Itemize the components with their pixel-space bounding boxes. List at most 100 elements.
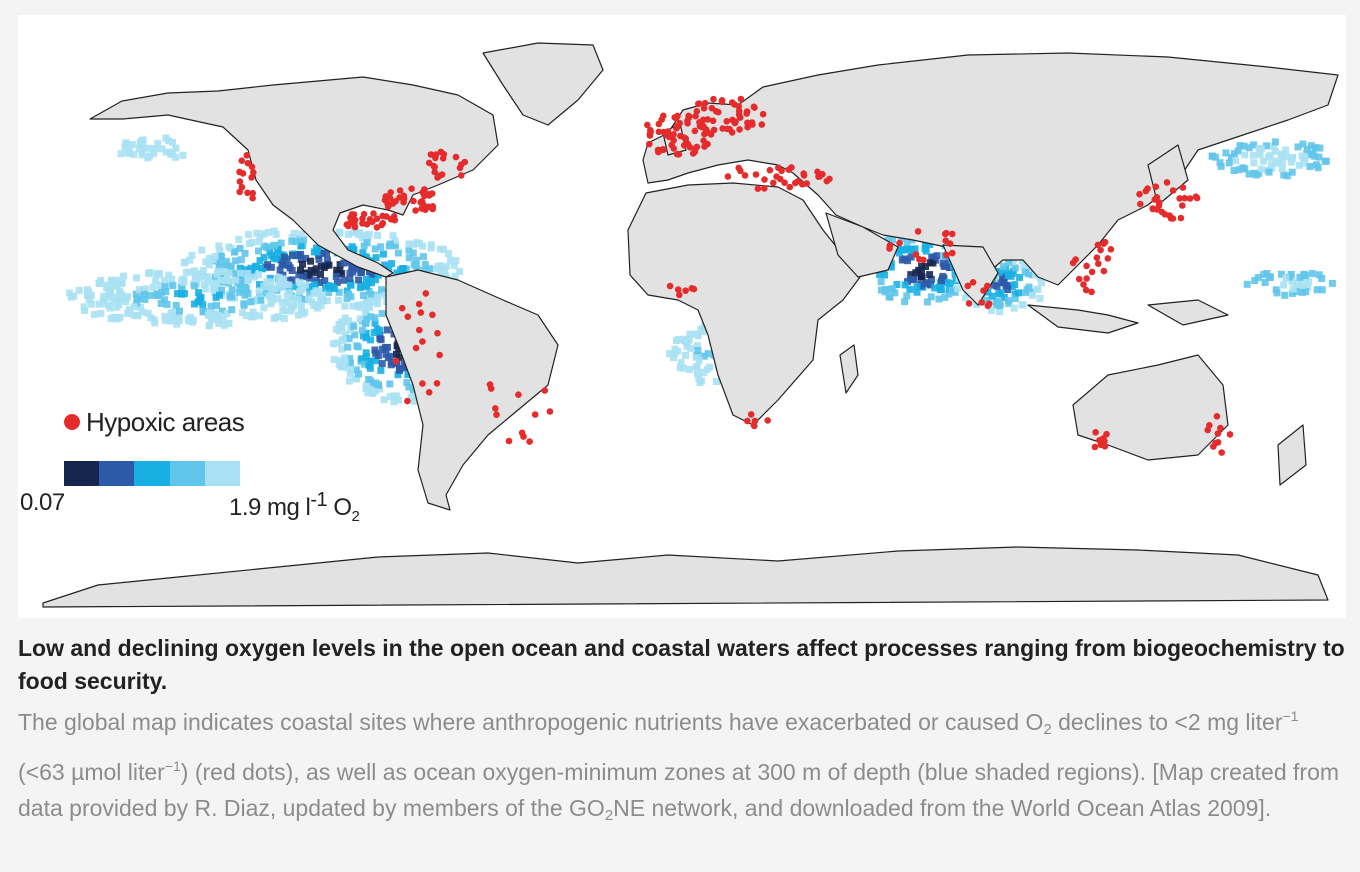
omz-cell-4-93 xyxy=(995,302,1003,310)
omz-cell-0-211 xyxy=(290,283,298,291)
omz-cell-0-76 xyxy=(352,265,360,273)
hypoxic-site-8-8 xyxy=(1101,238,1109,246)
omz-cell-3-77 xyxy=(935,295,943,303)
omz-cell-0-136 xyxy=(323,249,330,257)
hypoxic-site-1-23 xyxy=(685,112,692,120)
hypoxic-site-16-5 xyxy=(764,417,771,424)
omz-cell-4-87 xyxy=(1005,259,1013,267)
hypoxic-site-5-13 xyxy=(437,148,445,156)
hypoxic-site-10-11 xyxy=(486,381,494,388)
omz-cell-0-147 xyxy=(427,244,435,252)
omz-cell-0-101 xyxy=(405,254,413,262)
omz-cell-0-350 xyxy=(451,272,459,280)
omz-cell-8-2 xyxy=(1243,280,1251,288)
omz-cell-7-0 xyxy=(150,150,158,158)
omz-cell-4-65 xyxy=(1007,272,1015,280)
omz-cell-5-76 xyxy=(699,325,707,332)
omz-cell-2-99 xyxy=(95,300,103,308)
omz-cell-0-258 xyxy=(345,230,352,238)
omz-cell-0-358 xyxy=(325,261,333,269)
hypoxic-site-10-8 xyxy=(492,405,499,412)
hypoxic-site-1-10 xyxy=(704,116,711,123)
hypoxic-site-9-1 xyxy=(434,329,441,337)
omz-cell-0-320 xyxy=(288,237,296,245)
omz-cell-2-121 xyxy=(168,275,176,283)
omz-cell-3-82 xyxy=(907,253,915,261)
omz-cell-0-369 xyxy=(225,243,233,251)
omz-cell-4-59 xyxy=(1011,281,1019,289)
omz-cell-8-32 xyxy=(1261,279,1269,286)
omz-cell-0-316 xyxy=(260,242,268,250)
hypoxic-site-7-25 xyxy=(1137,200,1144,208)
hypoxic-site-7-4 xyxy=(1177,214,1185,222)
hypoxic-site-5-16 xyxy=(432,151,440,158)
omz-cell-2-176 xyxy=(118,279,126,287)
hypoxic-site-7-18 xyxy=(1155,202,1163,210)
omz-cell-2-52 xyxy=(296,279,304,287)
omz-cell-0-372 xyxy=(362,231,370,239)
hypoxic-site-1-8 xyxy=(759,110,767,118)
omz-cell-2-231 xyxy=(106,304,114,312)
omz-cell-0-139 xyxy=(377,243,385,251)
omz-cell-0-281 xyxy=(217,253,225,261)
caption-title: Low and declining oxygen levels in the o… xyxy=(18,635,1345,694)
omz-cell-1-140 xyxy=(367,357,375,365)
omz-cell-3-17 xyxy=(876,270,884,278)
omz-cell-2-18 xyxy=(85,296,93,304)
omz-cell-0-303 xyxy=(297,250,305,258)
omz-cell-2-210 xyxy=(228,286,236,294)
omz-cell-2-101 xyxy=(195,289,203,297)
land-arabia xyxy=(825,212,899,278)
hypoxic-site-14-3 xyxy=(965,300,973,307)
omz-cell-2-177 xyxy=(96,280,104,287)
hypoxic-site-6-27 xyxy=(781,179,788,186)
omz-cell-0-278 xyxy=(188,251,196,259)
omz-cell-2-191 xyxy=(135,286,143,294)
omz-cell-2-162 xyxy=(294,295,302,303)
omz-cell-2-256 xyxy=(205,310,213,318)
omz-cell-6-51 xyxy=(1271,138,1279,146)
omz-cell-3-146 xyxy=(948,287,956,295)
omz-cell-7-27 xyxy=(167,151,175,158)
omz-cell-2-6 xyxy=(133,299,141,307)
hypoxic-site-5-5 xyxy=(425,159,433,167)
omz-cell-4-54 xyxy=(999,262,1007,270)
land-indonesia xyxy=(1027,304,1139,334)
omz-cell-4-92 xyxy=(1038,279,1045,287)
hypoxic-site-1-24 xyxy=(693,108,701,115)
omz-cell-0-105 xyxy=(235,235,243,243)
hypoxic-site-9-9 xyxy=(415,300,423,308)
omz-cell-6-76 xyxy=(1250,159,1258,167)
hypoxic-site-13-13 xyxy=(949,230,956,238)
hypoxic-site-9-13 xyxy=(417,309,425,316)
omz-cell-6-61 xyxy=(1303,145,1311,153)
omz-cell-0-321 xyxy=(276,266,284,274)
omz-cell-0-22 xyxy=(447,256,455,264)
omz-cell-0-307 xyxy=(191,273,199,280)
omz-cell-6-29 xyxy=(1256,150,1264,158)
omz-cell-4-79 xyxy=(1018,301,1026,309)
omz-cell-0-254 xyxy=(336,229,344,237)
omz-cell-0-124 xyxy=(357,269,365,276)
omz-cell-6-33 xyxy=(1316,144,1324,152)
omz-cell-3-108 xyxy=(903,245,911,253)
hypoxic-site-16-4 xyxy=(750,421,758,429)
omz-cell-1-228 xyxy=(347,365,355,373)
omz-cell-1-121 xyxy=(390,398,398,406)
hypoxic-site-7-6 xyxy=(1181,194,1188,202)
omz-cell-2-136 xyxy=(270,314,278,322)
omz-cell-3-116 xyxy=(917,273,925,281)
omz-cell-0-67 xyxy=(241,266,249,274)
omz-cell-6-56 xyxy=(1268,164,1276,172)
hypoxic-site-0-36 xyxy=(700,137,707,144)
hypoxic-site-10-2 xyxy=(515,391,522,399)
omz-cell-2-137 xyxy=(196,293,204,301)
omz-cell-2-236 xyxy=(187,268,195,276)
hypoxic-site-5-1 xyxy=(431,168,439,176)
omz-cell-3-89 xyxy=(885,293,893,301)
omz-cell-8-33 xyxy=(1285,273,1293,281)
hypoxic-site-7-23 xyxy=(1193,194,1201,202)
hypoxic-site-9-3 xyxy=(412,344,420,352)
omz-cell-6-60 xyxy=(1315,153,1323,161)
hypoxic-site-1-44 xyxy=(726,125,733,133)
